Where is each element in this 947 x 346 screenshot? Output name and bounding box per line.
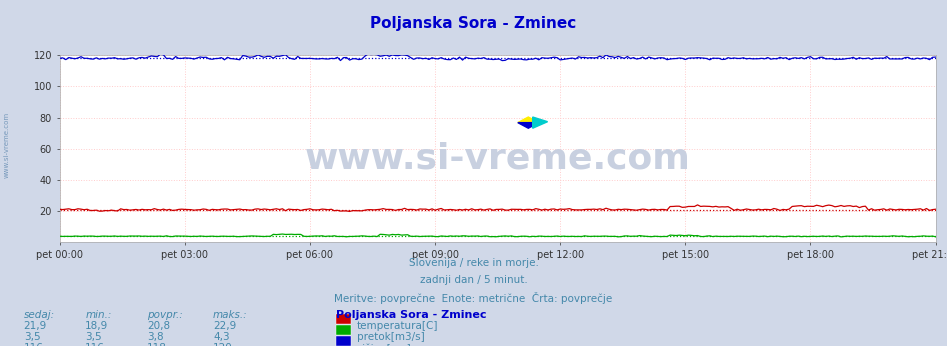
Text: 120: 120	[213, 343, 233, 346]
Text: Poljanska Sora - Zminec: Poljanska Sora - Zminec	[370, 16, 577, 30]
Text: 20,8: 20,8	[147, 321, 170, 331]
Text: pretok[m3/s]: pretok[m3/s]	[357, 332, 425, 342]
Text: 116: 116	[24, 343, 44, 346]
Polygon shape	[518, 122, 539, 128]
Text: 3,5: 3,5	[24, 332, 41, 342]
Text: 3,8: 3,8	[147, 332, 164, 342]
Polygon shape	[518, 117, 539, 122]
Text: 118: 118	[147, 343, 167, 346]
Text: www.si-vreme.com: www.si-vreme.com	[305, 141, 690, 175]
Text: maks.:: maks.:	[213, 310, 248, 320]
Text: Poljanska Sora - Zminec: Poljanska Sora - Zminec	[336, 310, 487, 320]
Text: 18,9: 18,9	[85, 321, 109, 331]
Text: 22,9: 22,9	[213, 321, 237, 331]
Polygon shape	[533, 117, 547, 128]
Text: www.si-vreme.com: www.si-vreme.com	[4, 112, 9, 179]
Text: zadnji dan / 5 minut.: zadnji dan / 5 minut.	[420, 275, 527, 285]
Text: temperatura[C]: temperatura[C]	[357, 321, 438, 331]
Text: min.:: min.:	[85, 310, 112, 320]
Text: sedaj:: sedaj:	[24, 310, 55, 320]
Text: višina[cm]: višina[cm]	[357, 343, 412, 346]
Text: Slovenija / reke in morje.: Slovenija / reke in morje.	[408, 258, 539, 268]
Text: 116: 116	[85, 343, 105, 346]
Text: 4,3: 4,3	[213, 332, 230, 342]
Text: 3,5: 3,5	[85, 332, 102, 342]
Text: 21,9: 21,9	[24, 321, 47, 331]
Text: Meritve: povprečne  Enote: metrične  Črta: povprečje: Meritve: povprečne Enote: metrične Črta:…	[334, 292, 613, 304]
Text: povpr.:: povpr.:	[147, 310, 183, 320]
